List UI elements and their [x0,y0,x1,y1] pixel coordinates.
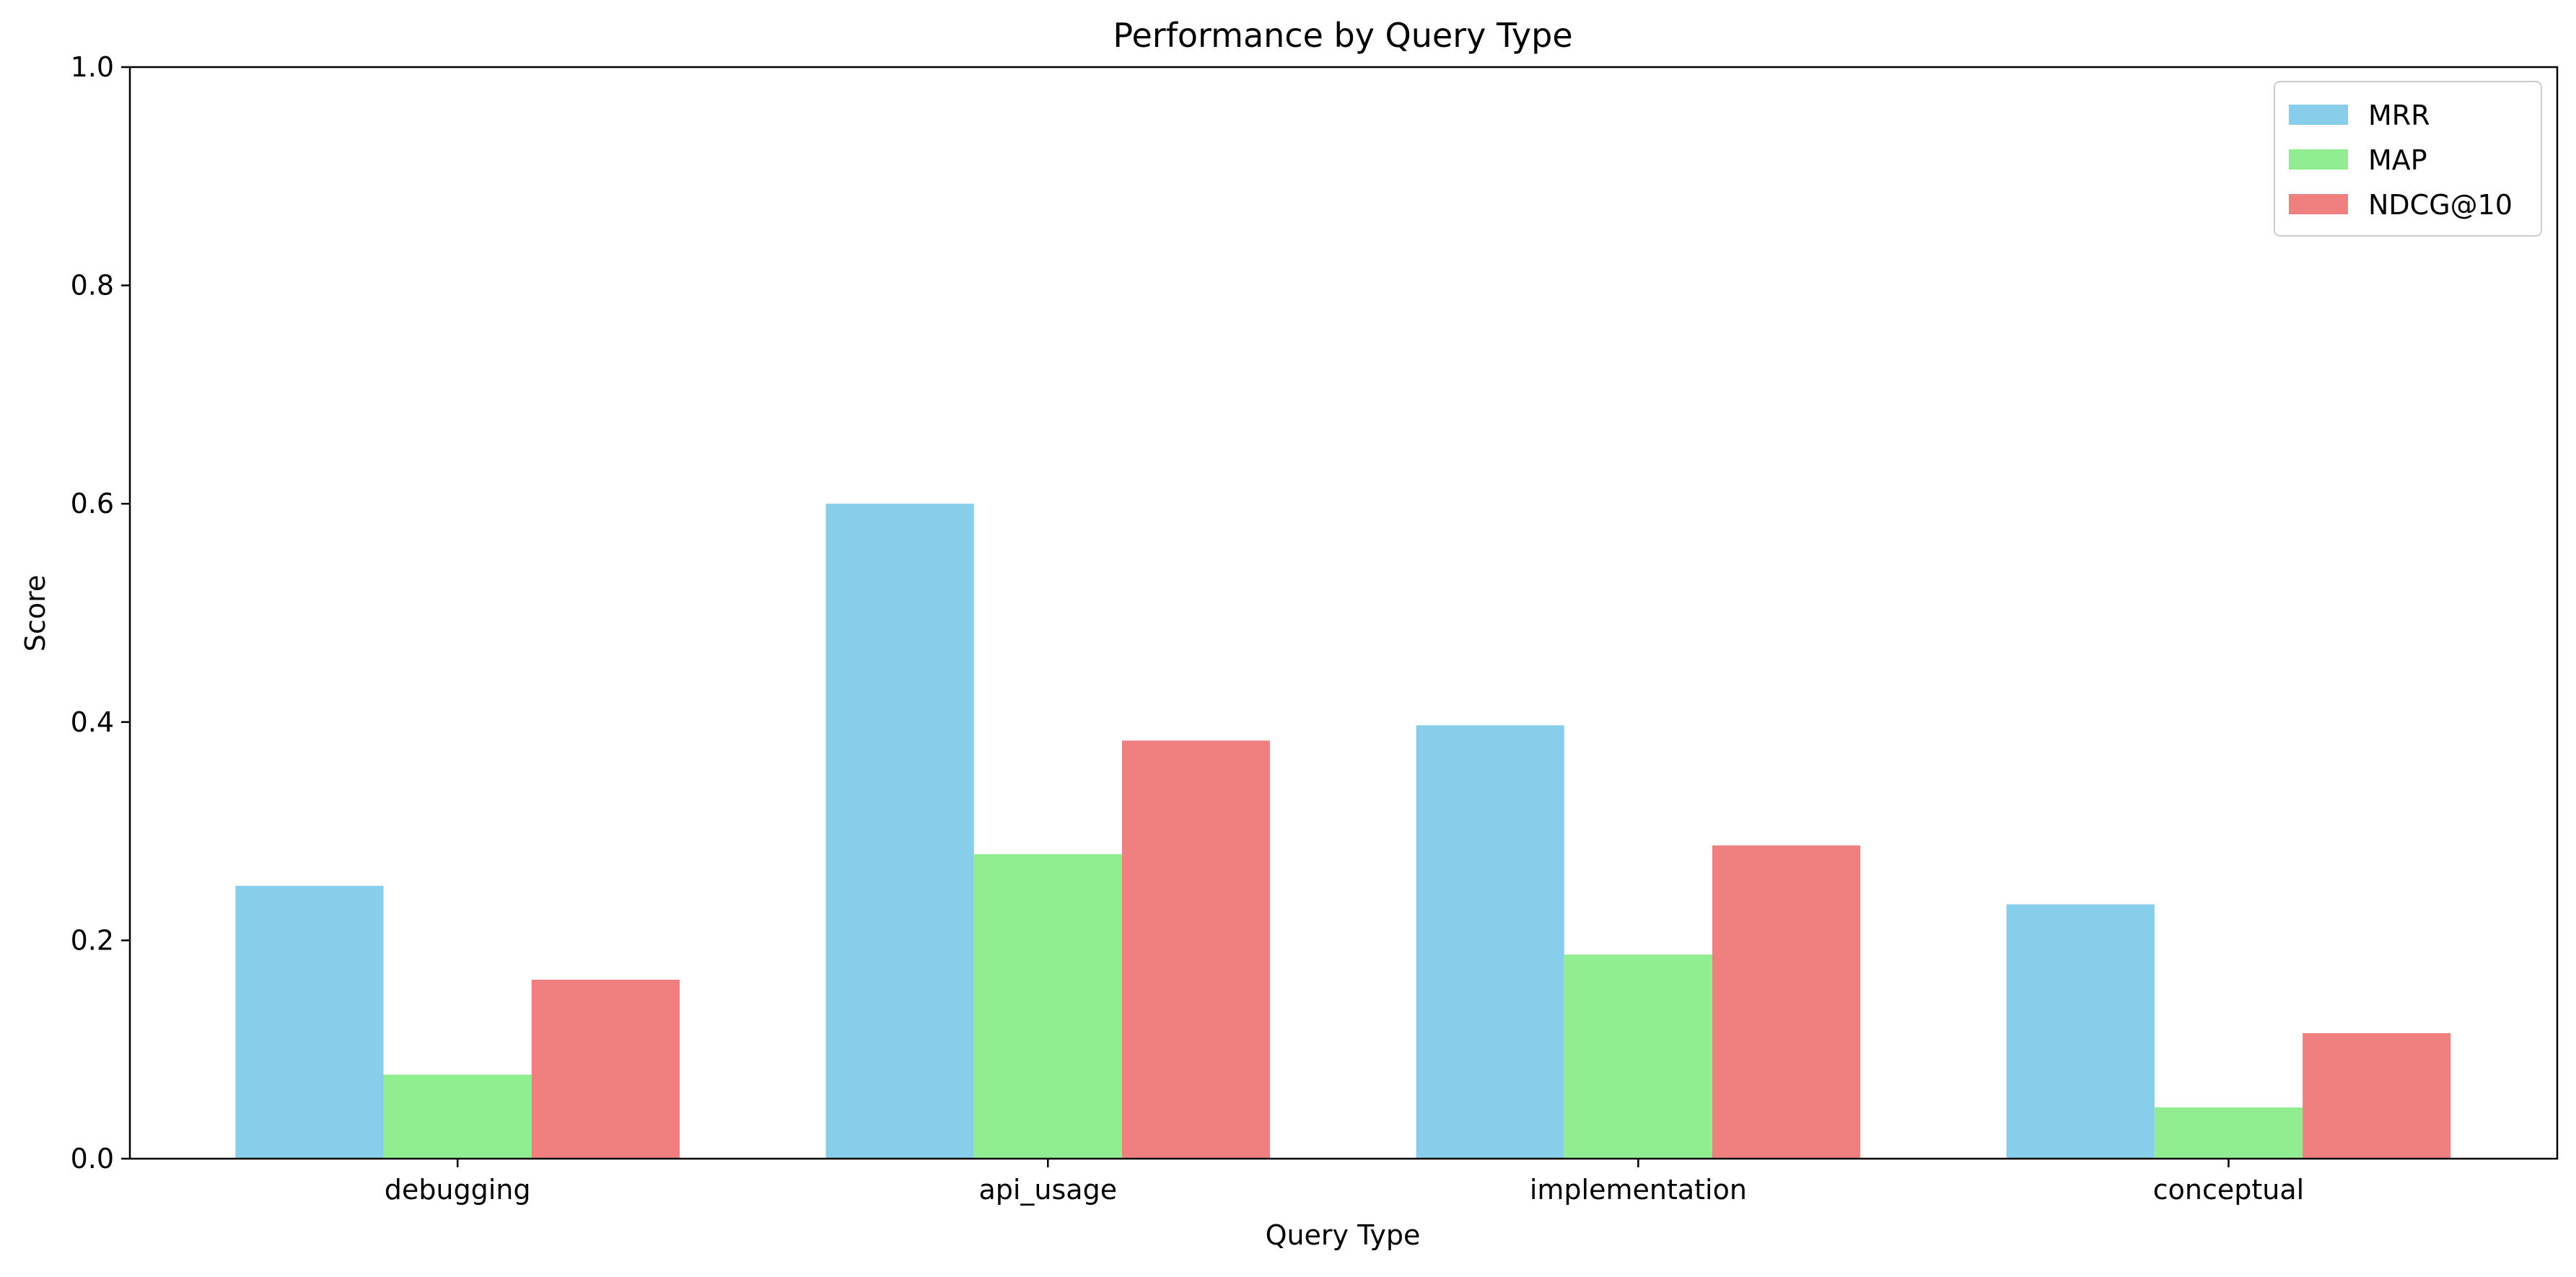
y-tick-label: 0.4 [71,706,114,738]
y-tick-label: 0.8 [71,270,114,302]
legend-label-map: MAP [2368,144,2427,176]
chart-title: Performance by Query Type [1113,16,1572,55]
bars-layer [235,504,2451,1159]
bar-map-debugging [383,1074,532,1159]
y-axis-label: Score [19,575,51,651]
y-tick-label: 1.0 [71,51,114,83]
x-tick-label: debugging [385,1174,531,1206]
legend-swatch-map [2289,149,2348,170]
bar-mrr-debugging [235,885,384,1159]
x-tick-label: implementation [1530,1174,1747,1206]
bar-map-conceptual [2154,1107,2303,1159]
bar-ndcg-10-implementation [1712,845,1861,1159]
legend-label-ndcg-10: NDCG@10 [2368,189,2513,221]
plot-frame [128,66,2559,1160]
bar-mrr-conceptual [2006,904,2155,1159]
bar-ndcg-10-conceptual [2303,1033,2451,1159]
y-tick-label: 0.0 [71,1143,114,1175]
x-tick-label: api_usage [978,1174,1117,1206]
x-axis: debugging api_usage implementation conceptu… [385,1159,2304,1206]
legend-swatch-ndcg-10 [2289,194,2348,214]
y-tick-label: 0.6 [71,488,114,519]
bar-map-api-usage [973,853,1122,1159]
legend-swatch-mrr [2289,105,2348,125]
bar-ndcg-10-debugging [531,979,680,1159]
legend: MRR MAP NDCG@10 [2274,81,2542,237]
x-tick-label: conceptual [2153,1174,2304,1206]
bar-mrr-api-usage [825,504,974,1159]
legend-label-mrr: MRR [2368,100,2430,131]
y-tick-label: 0.2 [71,924,114,956]
bar-mrr-implementation [1416,725,1564,1159]
bar-map-implementation [1564,955,1712,1159]
bar-ndcg-10-api-usage [1121,740,1271,1159]
x-axis-label: Query Type [1266,1219,1421,1251]
y-axis: 0.0 0.2 0.4 0.6 0.8 1.0 [71,51,130,1175]
